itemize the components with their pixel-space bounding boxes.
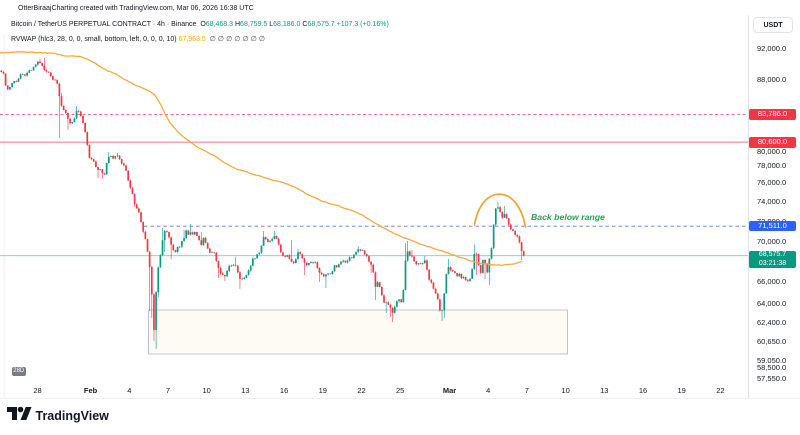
- svg-text:TradingView: TradingView: [36, 409, 110, 423]
